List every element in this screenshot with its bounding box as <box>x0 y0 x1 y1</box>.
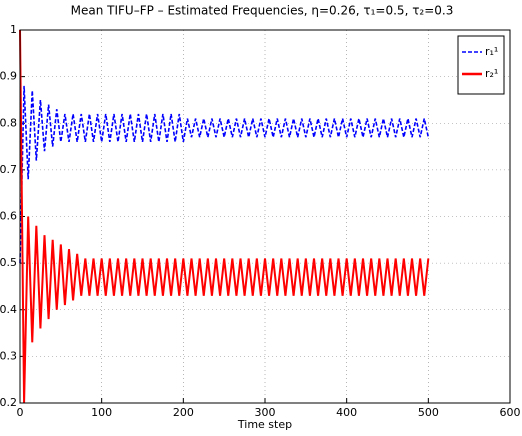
legend-label: r₁¹ <box>485 45 498 58</box>
y-tick-label: 0.8 <box>0 116 17 129</box>
x-tick-label: 600 <box>500 406 521 419</box>
x-tick-label: 200 <box>173 406 194 419</box>
data-line <box>19 29 430 404</box>
legend-label: r₂¹ <box>485 67 498 80</box>
y-tick-label: 0.7 <box>0 163 17 176</box>
x-axis-label: Time step <box>237 418 292 431</box>
y-tick-label: 0.6 <box>0 210 17 223</box>
x-tick-label: 400 <box>336 406 357 419</box>
y-tick-label: 0.9 <box>0 70 17 83</box>
x-tick-label: 300 <box>255 406 276 419</box>
y-tick-label: 0.4 <box>0 303 17 316</box>
data-line <box>19 85 430 264</box>
chart-title: Mean TIFU–FP – Estimated Frequencies, η=… <box>71 4 454 18</box>
plot-frame <box>19 29 511 404</box>
x-tick-label: 100 <box>91 406 112 419</box>
legend-box <box>457 35 505 95</box>
y-tick-label: 0.2 <box>0 396 17 409</box>
y-tick-label: 0.5 <box>0 256 17 269</box>
x-tick-label: 500 <box>418 406 439 419</box>
y-tick-label: 0.3 <box>0 349 17 362</box>
legend: r₁¹ r₂¹ <box>457 35 505 95</box>
y-tick-label: 1 <box>10 23 17 36</box>
x-tick-label: 0 <box>17 406 24 419</box>
